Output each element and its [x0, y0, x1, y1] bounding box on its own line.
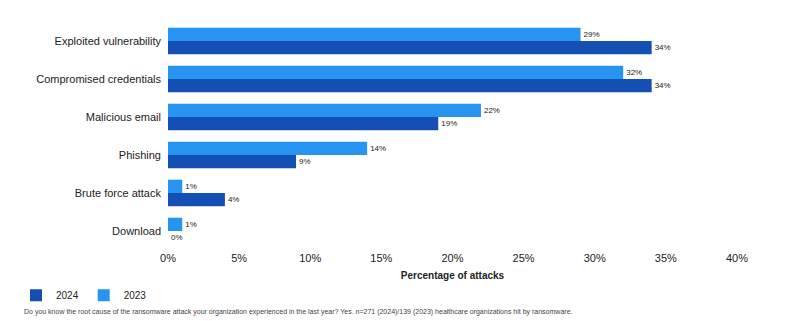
svg-text:22%: 22% [484, 106, 500, 115]
svg-text:Brute force attack: Brute force attack [75, 187, 162, 199]
svg-text:20%: 20% [441, 252, 463, 264]
svg-text:34%: 34% [655, 43, 671, 52]
svg-text:0%: 0% [171, 233, 183, 242]
svg-text:Compromised credentials: Compromised credentials [36, 73, 161, 85]
svg-text:35%: 35% [655, 252, 677, 264]
svg-text:25%: 25% [513, 252, 535, 264]
svg-text:30%: 30% [584, 252, 606, 264]
svg-text:4%: 4% [228, 195, 240, 204]
svg-text:5%: 5% [231, 252, 247, 264]
svg-text:1%: 1% [185, 182, 197, 191]
svg-text:1%: 1% [185, 220, 197, 229]
svg-text:Do you know the root cause of: Do you know the root cause of the ransom… [24, 308, 573, 316]
svg-text:2023: 2023 [124, 290, 147, 301]
svg-text:14%: 14% [370, 144, 386, 153]
svg-text:Exploited vulnerability: Exploited vulnerability [55, 35, 162, 47]
svg-text:9%: 9% [299, 157, 311, 166]
svg-text:29%: 29% [584, 30, 600, 39]
svg-text:32%: 32% [626, 68, 642, 77]
svg-text:Malicious email: Malicious email [86, 111, 161, 123]
svg-text:Download: Download [112, 225, 161, 237]
svg-text:0%: 0% [160, 252, 176, 264]
svg-text:19%: 19% [441, 119, 457, 128]
svg-text:10%: 10% [299, 252, 321, 264]
svg-text:34%: 34% [655, 81, 671, 90]
svg-text:Percentage of attacks: Percentage of attacks [401, 270, 505, 281]
svg-text:40%: 40% [726, 252, 748, 264]
svg-text:15%: 15% [370, 252, 392, 264]
svg-text:2024: 2024 [56, 290, 79, 301]
svg-text:Phishing: Phishing [119, 149, 161, 161]
